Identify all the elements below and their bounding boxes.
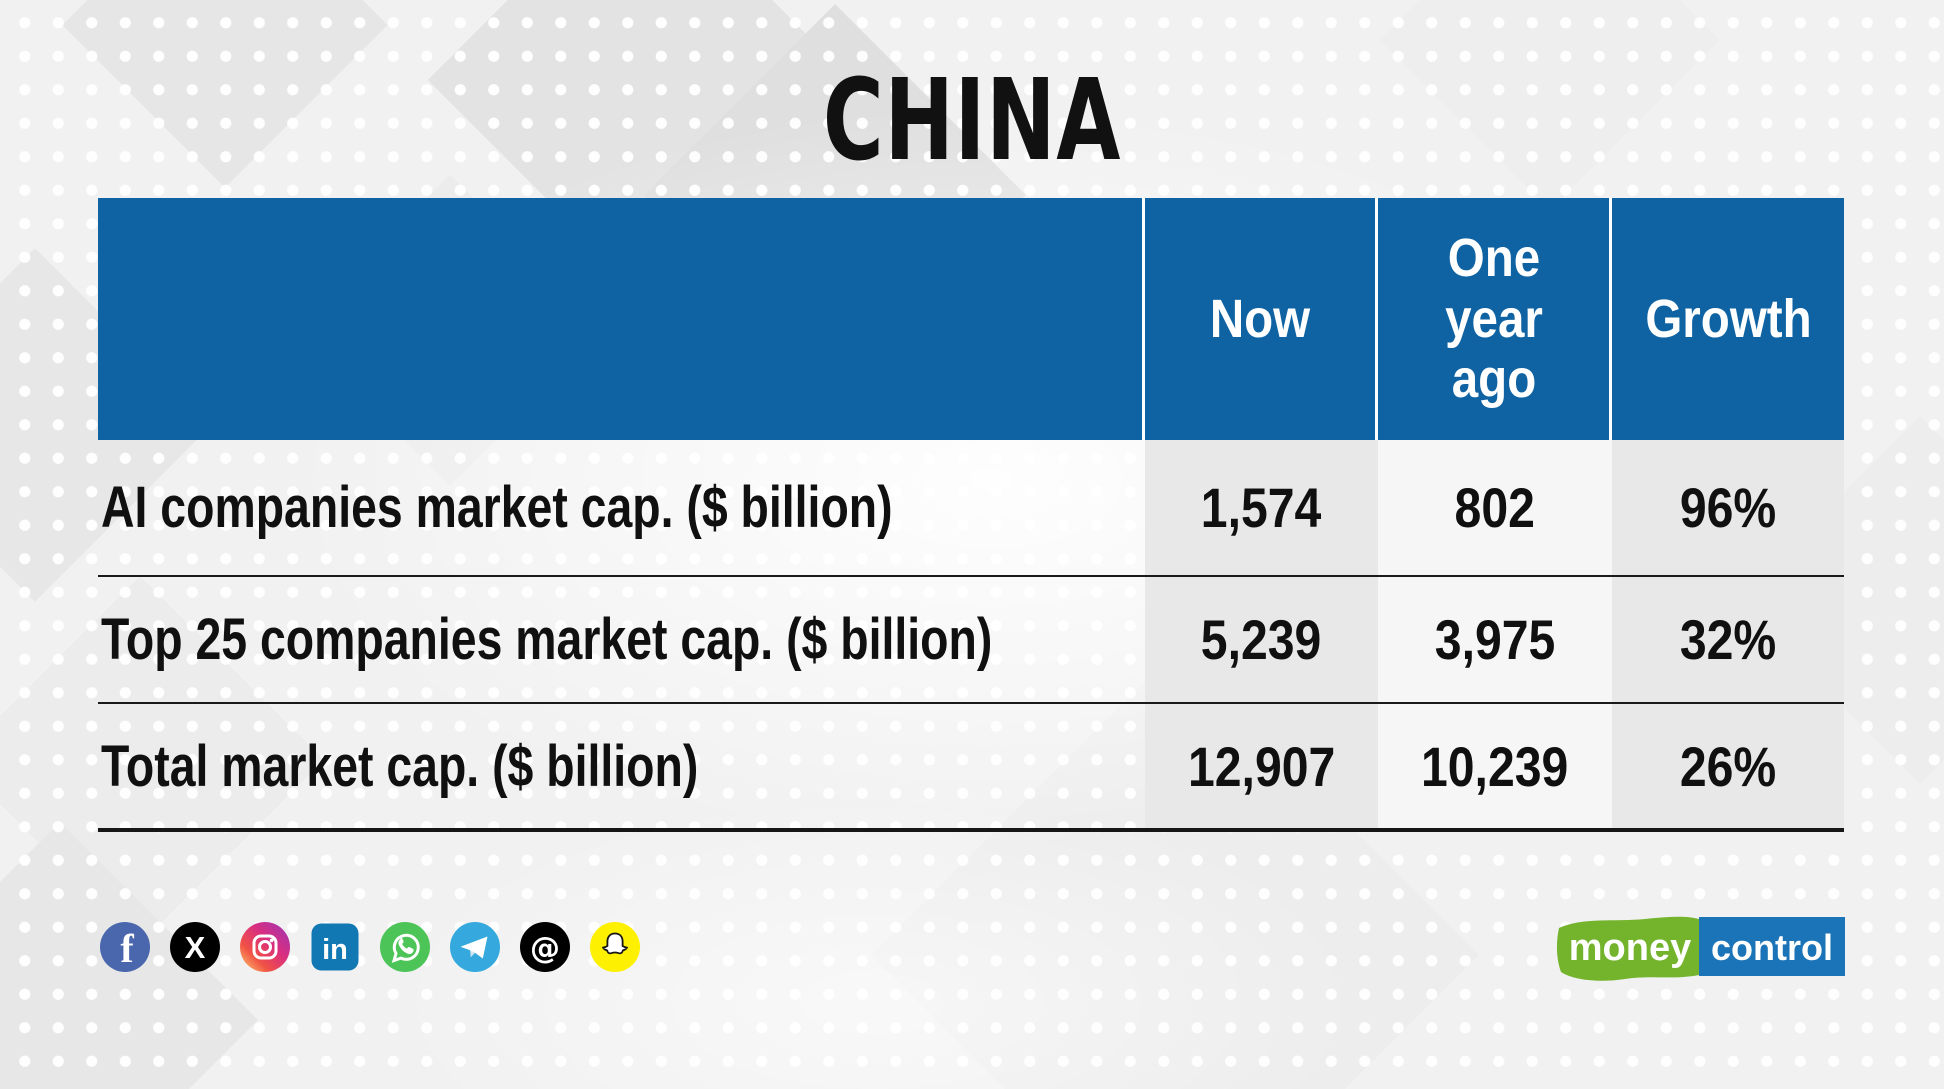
header-one-year-ago-label: One year ago [1444, 228, 1543, 410]
row-one-year-ago-cell: 3,975 [1378, 577, 1612, 702]
svg-text:@: @ [530, 931, 560, 966]
logo-text-control: control [1711, 927, 1833, 968]
social-icons-bar: f X in [100, 922, 640, 972]
row-now-cell: 12,907 [1145, 704, 1378, 828]
table-row: AI companies market cap. ($ billion) 1,5… [98, 440, 1844, 575]
row-one-year-ago-value: 10,239 [1421, 734, 1569, 798]
instagram-icon[interactable] [240, 922, 290, 972]
header-now-label: Now [1209, 288, 1311, 349]
facebook-icon[interactable]: f [100, 922, 150, 972]
header-cell-growth: Growth [1612, 198, 1844, 440]
header-cell-blank [98, 198, 1145, 440]
row-one-year-ago-value: 3,975 [1434, 608, 1556, 671]
row-now-value: 5,239 [1201, 608, 1322, 671]
row-growth-cell: 96% [1612, 440, 1844, 575]
svg-text:f: f [120, 926, 134, 971]
snapchat-icon[interactable] [590, 922, 640, 972]
header-growth-label: Growth [1644, 288, 1812, 349]
header-cell-one-year-ago: One year ago [1378, 198, 1612, 440]
linkedin-icon[interactable]: in [310, 922, 360, 972]
data-table: Now One year ago Growth AI companies mar… [98, 198, 1844, 832]
moneycontrol-logo: money control [1553, 909, 1845, 990]
telegram-icon[interactable] [450, 922, 500, 972]
x-twitter-icon[interactable]: X [170, 922, 220, 972]
logo-blue-box [1699, 917, 1845, 976]
logo-green-flag [1556, 916, 1699, 981]
logo-text-money: money [1569, 927, 1691, 969]
row-one-year-ago-value: 802 [1454, 476, 1536, 539]
row-label-cell: Top 25 companies market cap. ($ billion) [98, 577, 1145, 702]
row-now-cell: 5,239 [1145, 577, 1378, 702]
threads-icon[interactable]: @ [520, 922, 570, 972]
header-cell-now: Now [1145, 198, 1378, 440]
row-label-cell: Total market cap. ($ billion) [98, 704, 1145, 828]
row-growth-value: 26% [1679, 734, 1777, 798]
svg-text:in: in [322, 934, 348, 966]
row-label: Top 25 companies market cap. ($ billion) [101, 607, 993, 672]
row-now-value: 12,907 [1187, 734, 1336, 798]
row-one-year-ago-cell: 10,239 [1378, 704, 1612, 828]
table-header-row: Now One year ago Growth [98, 198, 1844, 440]
row-growth-value: 32% [1679, 608, 1777, 671]
table-row: Top 25 companies market cap. ($ billion)… [98, 575, 1844, 702]
whatsapp-icon[interactable] [380, 922, 430, 972]
row-label: Total market cap. ($ billion) [101, 733, 699, 799]
row-now-value: 1,574 [1201, 476, 1322, 539]
page-title: CHINA [822, 56, 1122, 186]
row-now-cell: 1,574 [1145, 440, 1378, 575]
row-growth-cell: 32% [1612, 577, 1844, 702]
row-one-year-ago-cell: 802 [1378, 440, 1612, 575]
row-label: AI companies market cap. ($ billion) [101, 475, 893, 540]
row-growth-cell: 26% [1612, 704, 1844, 828]
row-label-cell: AI companies market cap. ($ billion) [98, 440, 1145, 575]
row-growth-value: 96% [1679, 476, 1777, 539]
table-row: Total market cap. ($ billion) 12,907 10,… [98, 702, 1844, 832]
svg-text:X: X [185, 930, 206, 965]
